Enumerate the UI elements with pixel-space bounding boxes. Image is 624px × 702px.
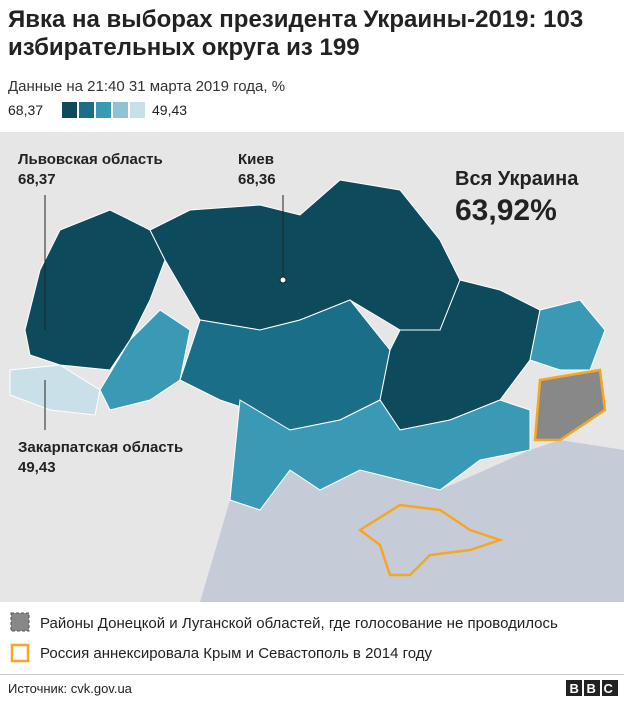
region-name: Закарпатская область <box>18 439 184 456</box>
total-name: Вся Украина <box>455 168 579 190</box>
region-name: Львовская область <box>18 151 163 168</box>
total-value: 63,92% <box>455 194 557 227</box>
region-value: 68,37 <box>18 171 56 188</box>
note-icons <box>10 612 30 663</box>
region-value: 49,43 <box>18 459 56 476</box>
title: Явка на выборах президента Украины-2019:… <box>8 6 584 61</box>
source: Источник: cvk.gov.ua <box>8 681 132 696</box>
divider <box>0 674 624 675</box>
region-label: Киев 68,36 <box>238 150 276 190</box>
scale-max: 68,37 <box>8 102 44 118</box>
note: Россия аннексировала Крым и Севастополь … <box>40 645 433 662</box>
subtitle: Данные на 21:40 31 марта 2019 года, % <box>8 78 286 95</box>
scale-min: 49,43 <box>152 102 188 118</box>
note: Районы Донецкой и Луганской областей, гд… <box>40 615 558 632</box>
logo-text: BBC <box>570 681 619 696</box>
logo: BBC <box>566 680 619 696</box>
region-value: 68,36 <box>238 171 276 188</box>
region-label: Львовская область 68,37 <box>18 150 163 190</box>
region-name: Киев <box>238 151 274 168</box>
scale-boxes <box>62 102 145 118</box>
region-label: Закарпатская область 49,43 <box>18 438 183 478</box>
map <box>0 132 624 602</box>
